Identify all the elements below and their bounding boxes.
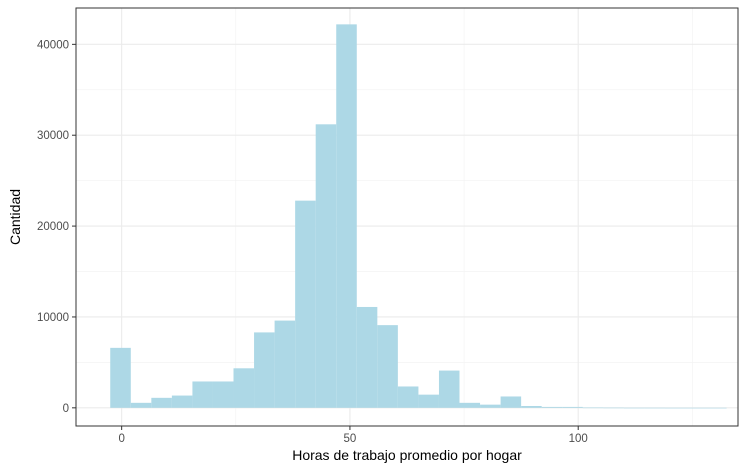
y-axis-title: Cantidad [7, 189, 23, 245]
histogram-bar [336, 24, 357, 408]
axes: 0 50 100 0 10000 20000 30000 40000 [37, 39, 588, 445]
histogram-bar [521, 406, 542, 408]
x-tick-label: 0 [118, 433, 124, 445]
histogram-bar [562, 406, 583, 408]
panel-border [75, 7, 739, 427]
histogram-bar [623, 407, 645, 409]
histogram-bar [254, 332, 275, 408]
histogram-bar [418, 394, 439, 408]
histogram-bar [480, 404, 501, 408]
y-tick-label: 20000 [37, 221, 69, 233]
histogram-bar [151, 397, 172, 408]
histogram-bar [664, 407, 686, 409]
histogram-bar [500, 396, 522, 408]
histogram-bar [356, 306, 378, 408]
histogram-bar [130, 402, 152, 408]
y-tick-label: 40000 [37, 39, 69, 51]
x-axis-title: Horas de trabajo promedio por hogar [292, 447, 522, 463]
histogram-bar [192, 381, 213, 408]
histogram-bar [274, 320, 296, 408]
histogram-bar [171, 395, 193, 408]
histogram-bar [212, 381, 234, 408]
histogram-bar [582, 407, 604, 409]
histogram-bar [315, 124, 337, 408]
histogram-bar [459, 402, 481, 408]
histogram-bar [233, 368, 255, 408]
histogram-bar [685, 407, 707, 409]
histogram-bar [110, 347, 131, 408]
grid-lines [76, 8, 738, 426]
histogram-bar [706, 407, 727, 409]
histogram-bar [603, 407, 624, 409]
histogram-bar [438, 370, 460, 408]
x-tick-label: 50 [344, 433, 357, 445]
y-tick-label: 0 [63, 403, 69, 415]
x-tick-label: 100 [569, 433, 588, 445]
histogram-bar [397, 386, 419, 408]
histogram-bar [295, 200, 316, 408]
y-tick-label: 10000 [37, 312, 69, 324]
histogram-bar [377, 325, 398, 408]
y-tick-label: 30000 [37, 130, 69, 142]
histogram-bars [110, 24, 727, 409]
histogram-bar [541, 406, 563, 408]
histogram-bar [644, 407, 665, 409]
